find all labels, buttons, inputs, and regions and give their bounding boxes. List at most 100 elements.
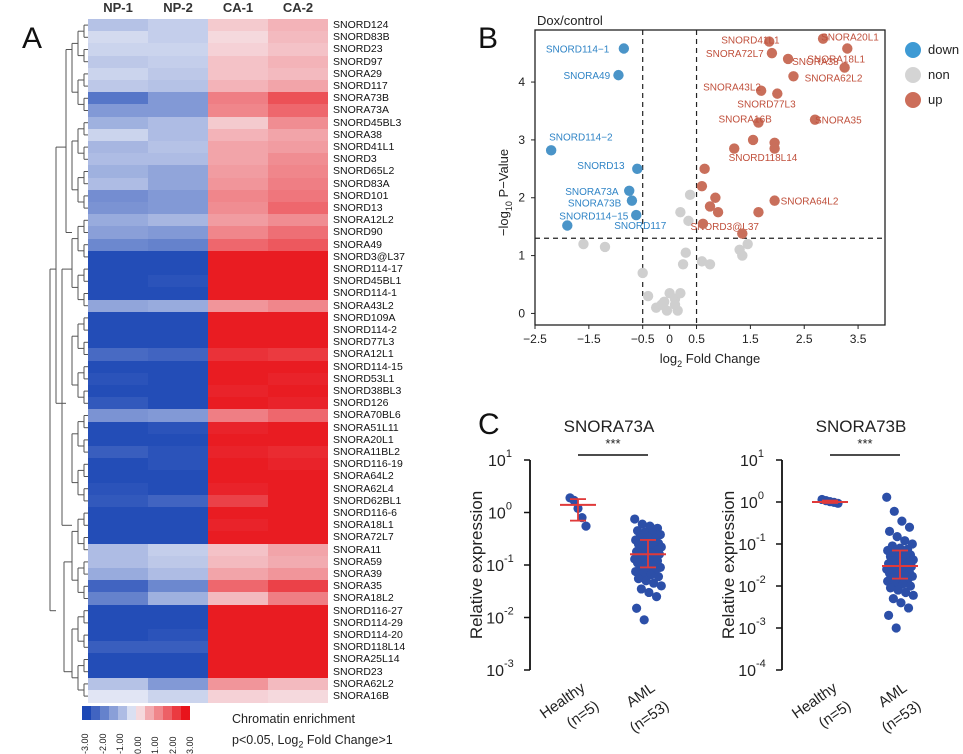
y-tick-label: 100 bbox=[488, 501, 512, 523]
heatmap-cell bbox=[88, 177, 148, 191]
data-point-up bbox=[710, 192, 721, 203]
heatmap-cell bbox=[208, 641, 268, 654]
heatmap-cell bbox=[268, 482, 328, 496]
heatmap-cell bbox=[88, 616, 148, 630]
legend-swatch bbox=[100, 706, 109, 720]
data-point bbox=[889, 506, 899, 516]
heatmap-cell bbox=[148, 653, 208, 667]
heatmap-cell bbox=[148, 214, 208, 227]
data-point-non bbox=[642, 290, 654, 302]
heatmap-cell bbox=[268, 275, 328, 288]
point-label-up: SNORD118L14 bbox=[729, 153, 798, 164]
y-tick-exponent: -2 bbox=[504, 606, 514, 618]
heatmap-cell bbox=[88, 372, 148, 386]
heatmap-cell bbox=[268, 336, 328, 349]
heatmap-cell bbox=[208, 226, 268, 240]
point-label-down: SNORA49 bbox=[563, 71, 610, 82]
heatmap-cell bbox=[148, 555, 208, 569]
heatmap-cell bbox=[208, 92, 268, 105]
y-tick-label: 2 bbox=[518, 191, 525, 205]
heatmap-cell bbox=[148, 433, 208, 447]
heatmap-cell bbox=[88, 568, 148, 581]
heatmap-cell bbox=[88, 397, 148, 410]
heatmap-column-header: NP-1 bbox=[103, 0, 133, 15]
data-point-non bbox=[742, 238, 753, 250]
heatmap-cell bbox=[208, 250, 268, 264]
heatmap-cell bbox=[88, 275, 148, 288]
point-label-down: SNORD114−2 bbox=[549, 132, 613, 143]
heatmap-cell bbox=[148, 226, 208, 240]
x-tick-label: 0.5 bbox=[688, 332, 705, 346]
y-tick-label: 1 bbox=[518, 249, 525, 263]
heatmap-cell bbox=[268, 531, 328, 545]
heatmap-cell bbox=[208, 494, 268, 508]
data-point-up bbox=[755, 85, 767, 96]
data-point bbox=[581, 521, 591, 531]
heatmap-cell bbox=[268, 43, 328, 57]
data-point bbox=[901, 587, 911, 598]
heatmap-cell bbox=[148, 189, 208, 203]
heatmap-cell bbox=[208, 336, 268, 349]
heatmap-row-label: SNORD23 bbox=[333, 665, 383, 678]
heatmap-cell bbox=[148, 116, 208, 130]
heatmap-cell bbox=[208, 568, 268, 581]
data-point-down bbox=[624, 185, 635, 197]
heatmap-cell bbox=[148, 604, 208, 618]
heatmap-row-label: SNORA38 bbox=[333, 128, 383, 141]
heatmap-cell bbox=[268, 153, 328, 166]
data-point-non bbox=[637, 267, 648, 279]
legend-tick-label: -1.00 bbox=[115, 733, 125, 754]
heatmap-cell bbox=[208, 153, 268, 166]
point-label-up: SNORA16B bbox=[718, 115, 772, 126]
data-point bbox=[637, 519, 647, 529]
y-tick-label: 10-3 bbox=[486, 658, 514, 680]
heatmap-cell bbox=[268, 677, 328, 691]
legend-swatch bbox=[118, 706, 127, 720]
heatmap-cell bbox=[88, 299, 148, 313]
heatmap-cell bbox=[268, 299, 328, 313]
data-point-up bbox=[712, 207, 724, 218]
heatmap-row-label: SNORD3@L37 bbox=[333, 250, 405, 263]
data-point bbox=[641, 576, 651, 586]
heatmap-cell bbox=[208, 189, 268, 203]
heatmap-cell bbox=[148, 458, 208, 471]
data-point bbox=[903, 603, 914, 613]
heatmap-cell bbox=[148, 55, 208, 69]
heatmap-cell bbox=[208, 507, 268, 520]
heatmap-cell bbox=[148, 592, 208, 606]
heatmap-cell bbox=[268, 592, 328, 606]
heatmap-cell bbox=[208, 446, 268, 459]
heatmap-cell bbox=[208, 19, 268, 32]
heatmap-row-label: SNORA62L2 bbox=[333, 677, 394, 690]
heatmap-row-label: SNORD13 bbox=[333, 202, 383, 214]
legend-label-down: down bbox=[928, 42, 959, 57]
legend-swatch bbox=[91, 706, 100, 720]
x-axis-label-suffix: Fold Change bbox=[682, 351, 760, 366]
x-tick-label: 1.5 bbox=[742, 332, 759, 346]
heatmap-cell bbox=[268, 287, 328, 301]
heatmap-cell bbox=[208, 238, 268, 252]
heatmap-cell bbox=[148, 385, 208, 398]
heatmap-cell bbox=[148, 531, 208, 545]
heatmap-cell bbox=[148, 238, 208, 252]
data-point-up bbox=[764, 36, 775, 47]
heatmap-row-label: SNORA18L1 bbox=[333, 519, 394, 532]
data-point-down bbox=[618, 43, 630, 54]
heatmap-cell bbox=[88, 348, 148, 362]
heatmap-row-label: SNORA64L2 bbox=[333, 470, 394, 483]
heatmap-row-label: SNORD117 bbox=[333, 80, 388, 92]
y-tick-exponent: 1 bbox=[506, 448, 512, 460]
heatmap-cell bbox=[208, 43, 268, 57]
heatmap-cell bbox=[88, 653, 148, 667]
heatmap-row-label: SNORD53L1 bbox=[333, 372, 395, 385]
legend-swatch bbox=[127, 706, 136, 720]
point-label-up: SNORA18L1 bbox=[807, 55, 865, 66]
heatmap-cell bbox=[148, 677, 208, 691]
heatmap-cell bbox=[88, 19, 148, 32]
heatmap-cell bbox=[208, 348, 268, 362]
y-tick-label: 10-3 bbox=[738, 616, 766, 638]
heatmap-cell bbox=[268, 641, 328, 654]
heatmap-cell bbox=[268, 519, 328, 532]
heatmap-row-label: SNORA62L4 bbox=[333, 482, 394, 495]
heatmap-cell bbox=[148, 19, 208, 32]
